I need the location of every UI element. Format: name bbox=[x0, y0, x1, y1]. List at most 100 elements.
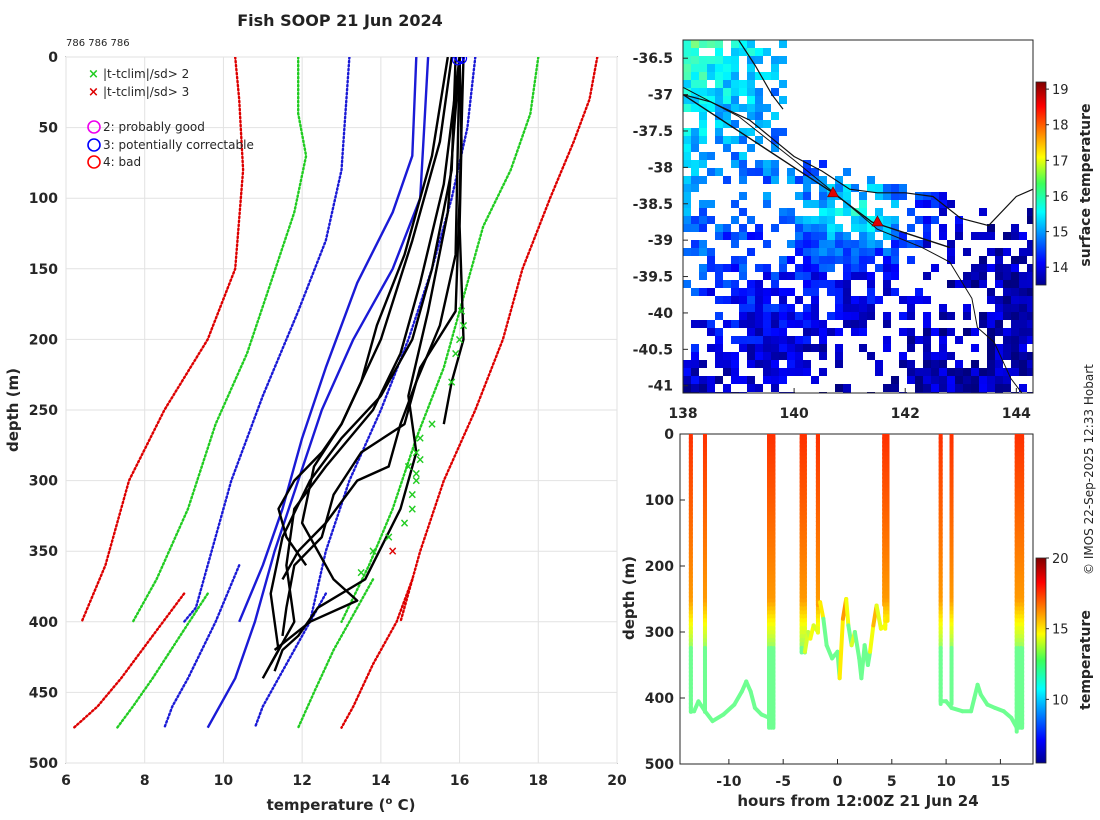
map-sst-cell bbox=[891, 264, 899, 272]
map-sst-cell bbox=[715, 232, 723, 240]
map-sst-cell bbox=[819, 240, 827, 248]
map-sst-cell bbox=[923, 336, 931, 344]
map-sst-cell bbox=[835, 344, 843, 352]
map-sst-cell bbox=[835, 224, 843, 232]
map-sst-cell bbox=[747, 352, 755, 360]
map-colorbar-tick-label: 19 bbox=[1052, 83, 1069, 98]
map-sst-cell bbox=[867, 256, 875, 264]
map-sst-cell bbox=[851, 184, 859, 192]
map-sst-cell bbox=[819, 368, 827, 376]
map-sst-cell bbox=[691, 344, 699, 352]
map-station-marker bbox=[871, 215, 884, 227]
map-sst-cell bbox=[979, 384, 987, 392]
section-ytick-label: 500 bbox=[645, 757, 674, 773]
map-sst-cell bbox=[1011, 232, 1019, 240]
map-sst-cell bbox=[747, 144, 755, 152]
map-sst-cell bbox=[739, 304, 747, 312]
map-frame bbox=[682, 39, 1034, 394]
map-sst-cell bbox=[739, 48, 747, 56]
map-sst-cell bbox=[907, 312, 915, 320]
map-sst-cell bbox=[707, 384, 715, 392]
map-sst-cell bbox=[795, 296, 803, 304]
map-sst-cell bbox=[723, 144, 731, 152]
map-sst-cell bbox=[691, 40, 699, 48]
map-sst-cell bbox=[707, 40, 715, 48]
map-sst-cell bbox=[723, 224, 731, 232]
map-sst-cell bbox=[947, 368, 955, 376]
map-sst-cell bbox=[947, 328, 955, 336]
profile-ticks: 6 8 10 12 14 16 18 2005010015020025030035040045… bbox=[29, 50, 627, 789]
profile-xtick-label: 16 bbox=[450, 773, 469, 789]
section-colorbar bbox=[1035, 557, 1047, 764]
map-sst-cell bbox=[747, 88, 755, 96]
map-sst-cell bbox=[827, 288, 835, 296]
map-sst-cell bbox=[699, 72, 707, 80]
map-sst-cell bbox=[995, 328, 1003, 336]
map-sst-cell bbox=[691, 96, 699, 104]
map-sst-cell bbox=[907, 368, 915, 376]
section-xlabel: hours from 12:00Z 21 Jun 24 bbox=[737, 792, 978, 810]
map-sst-cell bbox=[979, 272, 987, 280]
map-colorbar-tick-label: 17 bbox=[1052, 154, 1069, 169]
map-sst-cell bbox=[955, 376, 963, 384]
section-xtick-label: 10 bbox=[936, 774, 956, 790]
map-sst-cell bbox=[883, 272, 891, 280]
map-sst-cell bbox=[875, 240, 883, 248]
map-sst-cell bbox=[875, 248, 883, 256]
profile-marker-2sd: × bbox=[403, 459, 413, 473]
map-sst-cell bbox=[923, 200, 931, 208]
map-sst-cell bbox=[883, 248, 891, 256]
credit-text: © IMOS 22-Sep-2025 12:33 Hobart bbox=[1082, 364, 1096, 575]
map-sst-cell bbox=[739, 168, 747, 176]
map-sst-cell bbox=[779, 272, 787, 280]
map-sst-cell bbox=[1011, 264, 1019, 272]
profile-series-line bbox=[182, 57, 351, 623]
map-sst-cell bbox=[691, 176, 699, 184]
map-bathymetry-contour bbox=[683, 86, 1023, 393]
map-sst-cell bbox=[835, 296, 843, 304]
map-sst-cell bbox=[795, 240, 803, 248]
map-sst-cell bbox=[779, 368, 787, 376]
profile-series-line bbox=[340, 578, 414, 729]
map-sst-cell bbox=[843, 208, 851, 216]
map-sst-cell bbox=[747, 72, 755, 80]
section-bottom-segment bbox=[710, 712, 726, 724]
map-sst-cell bbox=[795, 232, 803, 240]
map-sst-cell bbox=[963, 328, 971, 336]
map-sst-cell bbox=[747, 104, 755, 112]
section-colorbar-tick-label: 20 bbox=[1052, 552, 1069, 567]
section-bottom-segment bbox=[732, 689, 744, 707]
map-sst-cell bbox=[995, 248, 1003, 256]
map-sst-cell bbox=[971, 280, 979, 288]
map-sst-cell bbox=[851, 224, 859, 232]
map-sst-cell bbox=[723, 64, 731, 72]
map-sst-cell bbox=[915, 200, 923, 208]
map-sst-cell bbox=[755, 96, 763, 104]
profile-marker-2sd: × bbox=[356, 565, 366, 579]
map-sst-cell bbox=[699, 200, 707, 208]
map-sst-cell bbox=[875, 192, 883, 200]
profile-grid bbox=[65, 56, 618, 764]
map-sst-cell bbox=[699, 384, 707, 392]
map-sst-cell bbox=[763, 264, 771, 272]
section-xtick-label: 0 bbox=[833, 774, 843, 790]
map-sst-cell bbox=[811, 288, 819, 296]
legend-item-flag4: 4: bad bbox=[87, 155, 141, 169]
map-sst-cell bbox=[747, 64, 755, 72]
map-sst-cell bbox=[723, 384, 731, 392]
map-sst-cell bbox=[923, 224, 931, 232]
map-sst-cell bbox=[859, 208, 867, 216]
map-sst-cell bbox=[827, 312, 835, 320]
map-sst-cell bbox=[739, 232, 747, 240]
map-sst-cell bbox=[867, 216, 875, 224]
map-sst-cell bbox=[835, 384, 843, 392]
profile-marker-2sd: × bbox=[457, 304, 467, 318]
map-sst-cell bbox=[707, 216, 715, 224]
profile-panel: ××××××××××××××××××× 6 8 10 12 14 16 18 20050100… bbox=[4, 50, 627, 814]
map-sst-cell bbox=[859, 192, 867, 200]
map-sst-cell bbox=[819, 176, 827, 184]
map-sst-cell bbox=[683, 376, 691, 384]
map-sst-cell bbox=[939, 368, 947, 376]
profile-marker-3sd: × bbox=[388, 544, 398, 558]
map-sst-cell bbox=[699, 160, 707, 168]
